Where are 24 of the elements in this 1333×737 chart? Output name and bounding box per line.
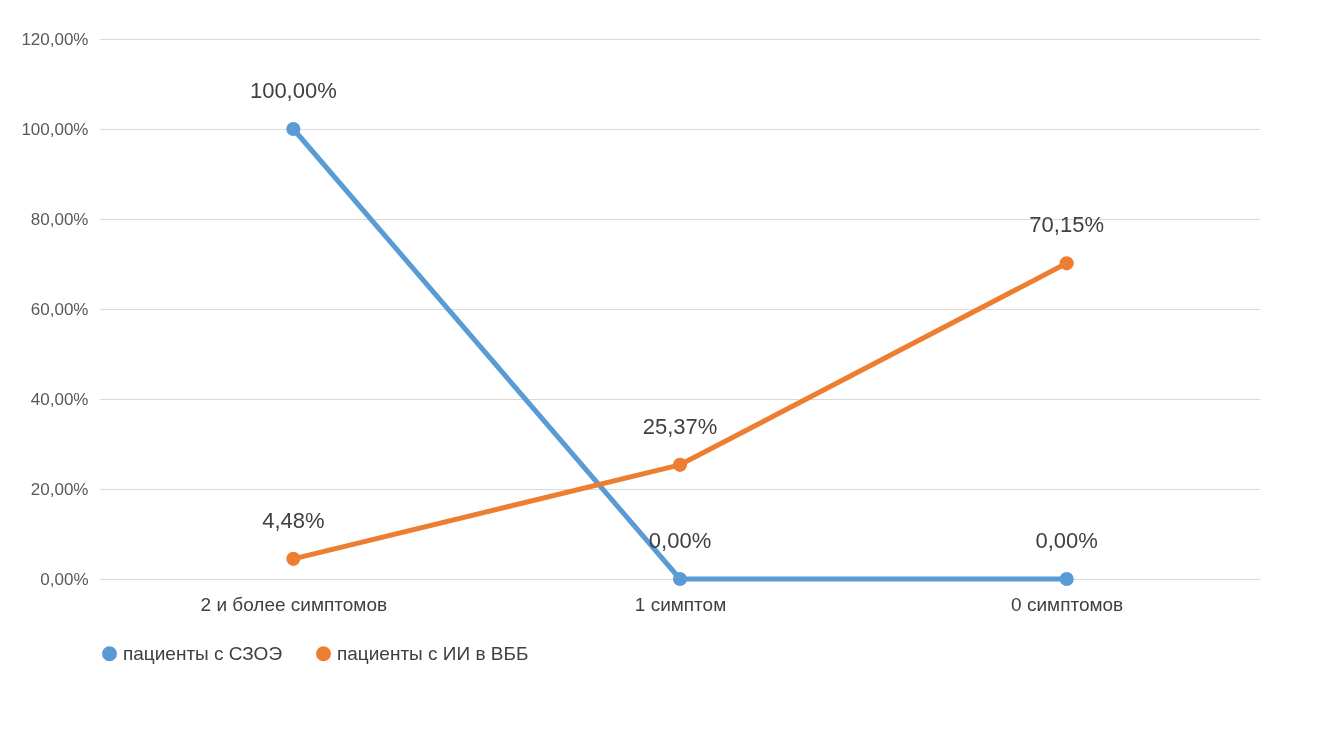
data-label: 25,37%: [642, 413, 718, 439]
point: [286, 551, 301, 566]
point: [1059, 256, 1074, 271]
y-tick-label: 20,00%: [30, 479, 89, 499]
y-tick-label: 80,00%: [30, 209, 89, 229]
y-tick-label: 60,00%: [30, 299, 89, 319]
legend-label: пациенты с ИИ в ВББ: [337, 642, 529, 664]
x-tick-label: 0 симптомов: [1011, 593, 1124, 615]
data-label: 70,15%: [1029, 212, 1104, 238]
point: [1059, 571, 1074, 587]
y-tick-label: 100,00%: [21, 119, 89, 139]
data-label: 0,00%: [648, 528, 712, 553]
y-tick-label: 0,00%: [40, 569, 89, 589]
data-label: 0,00%: [1035, 528, 1098, 553]
y-tick-label: 120,00%: [21, 29, 89, 49]
point: [286, 121, 301, 137]
point: [672, 571, 688, 587]
data-label: 100,00%: [249, 78, 337, 103]
x-tick-label: 2 и более симптомов: [200, 593, 388, 615]
legend-label: пациенты с СЗОЭ: [123, 642, 283, 664]
x-tick-label: 1 симптом: [634, 593, 727, 615]
y-tick-label: 40,00%: [30, 389, 89, 409]
point: [672, 457, 688, 472]
data-label: 4,48%: [262, 507, 325, 533]
